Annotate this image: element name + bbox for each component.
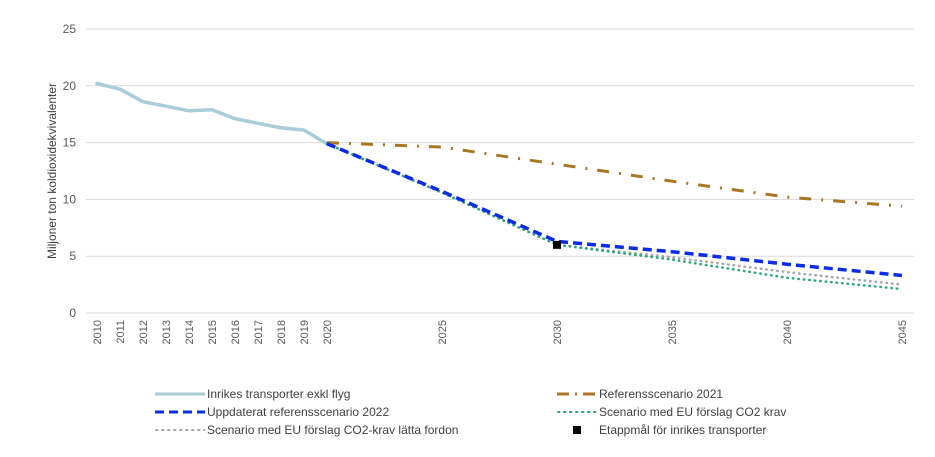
legend-label: Inrikes transporter exkl flyg [207, 387, 351, 401]
x-tick-label: 2020 [322, 320, 334, 344]
y-tick-label: 10 [63, 192, 77, 206]
series-line-1 [326, 141, 903, 208]
y-axis-ticks: 0 5 10 15 20 25 [63, 22, 77, 320]
series-line-2 [326, 142, 903, 278]
x-tick-label: 2045 [897, 320, 909, 344]
y-tick-label: 25 [63, 22, 77, 36]
x-tick-label: 2012 [138, 320, 150, 344]
legend-label: Uppdaterat referensscenario 2022 [207, 405, 390, 419]
x-tick-label: 2017 [253, 320, 265, 344]
milestone-marker [553, 240, 561, 249]
x-tick-label: 2013 [161, 320, 173, 344]
series-lines [95, 81, 904, 291]
gridlines [86, 28, 914, 314]
dotted-line-swatch-icon [155, 429, 205, 431]
y-tick-label: 20 [63, 79, 77, 93]
legend-item-milestone: Etappmål för inrikes transporter [557, 422, 766, 438]
legend-item-eu-light-vehicles: Scenario med EU förslag CO2-krav lätta f… [155, 422, 458, 438]
x-axis-ticks: 2010 2011 2012 2013 2014 2015 2016 2017 2018 2019… [92, 320, 909, 344]
dashed-line-swatch-icon [155, 410, 205, 414]
x-tick-label: 2010 [92, 320, 104, 344]
x-tick-label: 2035 [667, 320, 679, 344]
legend-item-historic: Inrikes transporter exkl flyg [155, 386, 350, 402]
x-tick-label: 2018 [276, 320, 288, 344]
legend-label: Scenario med EU förslag CO2-krav lätta f… [207, 423, 459, 437]
x-tick-label: 2014 [184, 320, 196, 344]
legend-label: Etappmål för inrikes transporter [599, 423, 767, 437]
x-tick-label: 2011 [115, 320, 127, 344]
y-tick-label: 5 [69, 249, 76, 263]
legend-item-eu-co2: Scenario med EU förslag CO2 krav [557, 404, 786, 420]
legend-label: Scenario med EU förslag CO2 krav [599, 405, 787, 419]
x-tick-label: 2030 [552, 320, 564, 344]
series-line-4 [325, 142, 904, 286]
dotted-line-swatch-icon [557, 411, 597, 413]
y-axis-title: Miljoner ton koldioxidekvivalenter [45, 83, 59, 259]
x-tick-label: 2040 [782, 320, 794, 344]
legend-item-updated-2022: Uppdaterat referensscenario 2022 [155, 404, 389, 420]
y-tick-label: 15 [63, 136, 77, 150]
square-marker-swatch-icon [573, 426, 581, 434]
y-tick-label: 0 [69, 306, 76, 320]
solid-line-swatch-icon [155, 392, 205, 396]
dash-dot-line-swatch-icon [557, 392, 597, 396]
x-tick-label: 2025 [437, 320, 449, 344]
legend-item-reference-2021: Referensscenario 2021 [557, 386, 723, 402]
legend-label: Referensscenario 2021 [599, 387, 724, 401]
x-tick-label: 2019 [299, 320, 311, 344]
series-line-0 [95, 81, 329, 146]
x-tick-label: 2016 [230, 320, 242, 344]
x-tick-label: 2015 [207, 320, 219, 344]
